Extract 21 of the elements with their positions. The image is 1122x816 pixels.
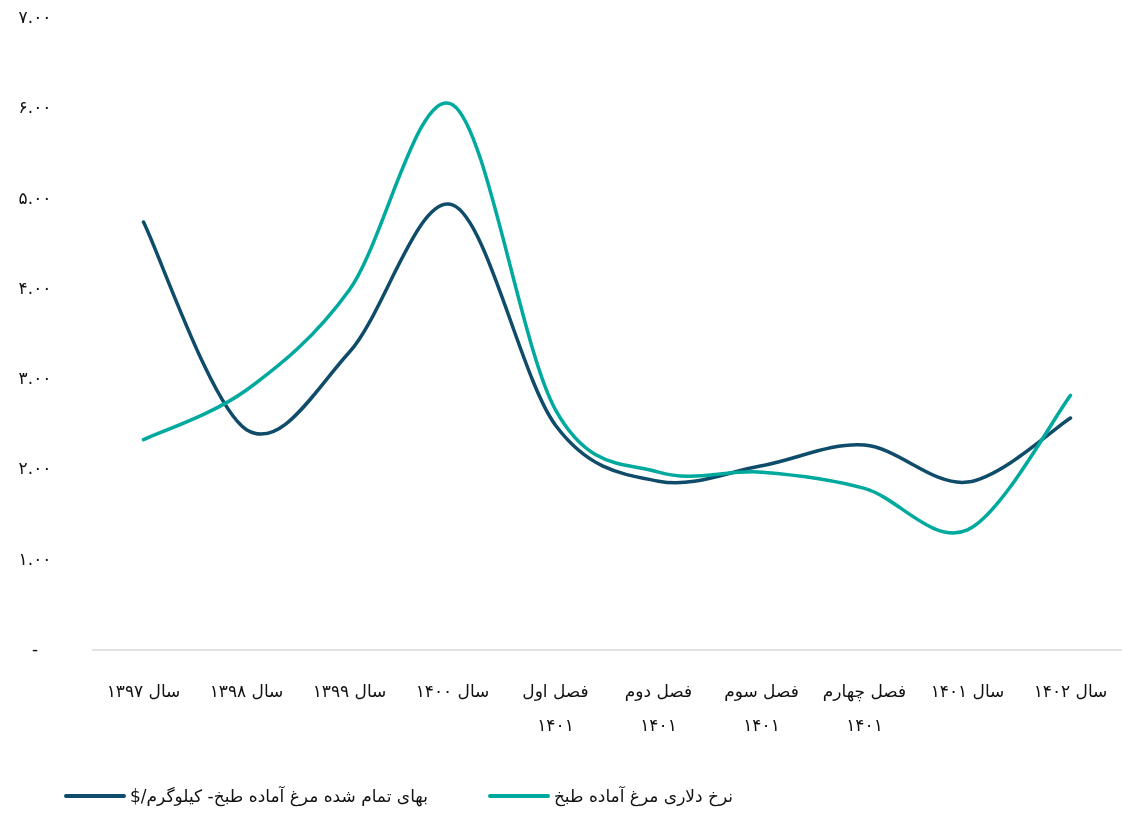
- x-tick-label: فصل دوم ۱۴۰۱: [623, 680, 694, 737]
- y-tick-label: ۳.۰۰: [17, 368, 53, 389]
- x-tick-label: سال ۱۳۹۹: [311, 680, 388, 703]
- x-tick-label: فصل چهارم ۱۴۰۱: [821, 680, 908, 737]
- x-tick-label: سال ۱۴۰۰: [414, 680, 491, 703]
- y-tick-label: ۱.۰۰: [17, 548, 53, 569]
- y-tick-label: -: [30, 639, 40, 659]
- y-tick-label: ۴.۰۰: [17, 277, 53, 298]
- x-tick-label: فصل سوم ۱۴۰۱: [723, 680, 800, 737]
- x-tick-label: سال ۱۴۰۱: [929, 680, 1006, 703]
- x-tick-label: سال ۱۳۹۷: [105, 680, 182, 703]
- line-series: [141, 203, 1073, 485]
- x-tick-label: سال ۱۳۹۸: [208, 680, 285, 703]
- x-tick-label: سال ۱۴۰۲: [1032, 680, 1109, 703]
- x-tick-label: فصل اول ۱۴۰۱: [521, 680, 590, 737]
- legend-label: بهای تمام شده مرغ آماده طبخ- کیلوگرم/$: [130, 786, 428, 806]
- y-tick-label: ۲.۰۰: [17, 458, 53, 479]
- y-tick-label: ۶.۰۰: [17, 97, 53, 118]
- legend-label: نرخ دلاری مرغ آماده طبخ: [553, 786, 734, 806]
- y-tick-label: ۷.۰۰: [17, 7, 53, 27]
- y-tick-label: ۵.۰۰: [17, 187, 53, 208]
